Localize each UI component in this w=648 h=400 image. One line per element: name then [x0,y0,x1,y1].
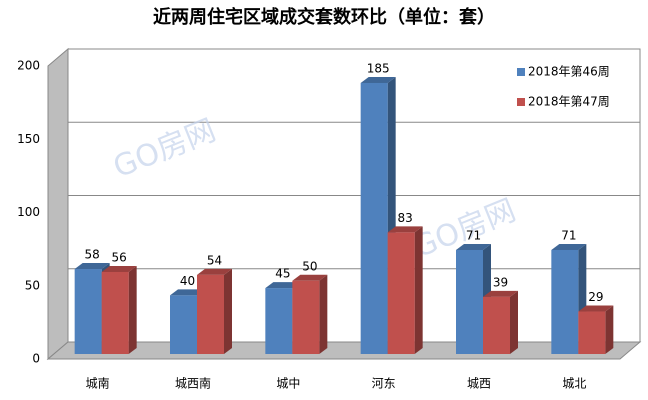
side-wall [47,47,69,361]
x-tick-label: 城西南 [175,376,211,391]
y-tick-label: 0 [32,352,40,366]
bar-top [292,274,328,281]
bar [483,296,510,354]
bar-top [197,268,232,275]
bar-top [456,243,491,250]
bar-top [74,263,110,270]
x-tick-label: 城中 [276,376,300,391]
value-label: 83 [398,211,413,225]
bar-side [414,226,423,354]
value-label: 56 [112,250,127,264]
floor [46,341,642,360]
bar [265,288,293,354]
x-tick-label: 城南 [86,376,110,391]
bar-top [170,289,205,296]
y-tick-label: 150 [17,132,40,146]
legend-swatch [517,98,525,106]
bar-side [605,305,614,354]
bar [197,274,224,354]
legend-label: 2018年第47周 [528,95,610,109]
legend-label: 2018年第46周 [528,65,610,79]
bar-side [128,265,137,354]
bar [578,311,606,354]
value-label: 29 [588,290,603,304]
x-tick-label: 河东 [372,377,396,391]
bar [292,280,320,354]
y-tick-label: 200 [17,59,40,73]
value-label: 71 [466,228,481,242]
bar-side [510,290,518,354]
value-label: 54 [207,253,222,267]
value-label: 45 [275,267,290,281]
legend-swatch [517,68,525,76]
bar-top [265,282,301,289]
value-label: 58 [85,248,100,262]
value-label: 39 [493,275,508,289]
bar [551,249,579,354]
bar-top [101,265,137,272]
bar [387,232,415,354]
bar [456,249,483,354]
bar-top [360,76,396,83]
value-label: 50 [302,259,317,273]
bar-side [319,274,328,354]
bar-top [483,290,518,297]
bar-top [578,305,614,312]
y-tick-label: 100 [17,205,40,219]
bar [74,269,102,354]
value-label: 71 [561,228,576,242]
y-tick-label: 50 [25,278,40,292]
bar-side [224,268,232,354]
chart-title: 近两周住宅区域成交套数环比（单位：套） [153,6,495,28]
bar-top [551,243,587,250]
x-tick-label: 城北 [562,377,586,391]
bar [101,271,129,354]
bar [170,295,197,354]
value-label: 40 [180,274,195,288]
value-label: 185 [367,61,390,75]
x-tick-label: 城西 [467,377,491,391]
bar [360,82,388,354]
bar-top [387,226,423,233]
